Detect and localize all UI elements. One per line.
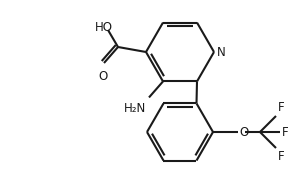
Text: N: N xyxy=(217,46,226,59)
Text: F: F xyxy=(278,150,285,163)
Text: O: O xyxy=(99,70,108,83)
Text: H₂N: H₂N xyxy=(124,102,146,116)
Text: F: F xyxy=(278,101,285,114)
Text: F: F xyxy=(282,126,289,139)
Text: O: O xyxy=(239,126,248,139)
Text: HO: HO xyxy=(95,20,113,33)
